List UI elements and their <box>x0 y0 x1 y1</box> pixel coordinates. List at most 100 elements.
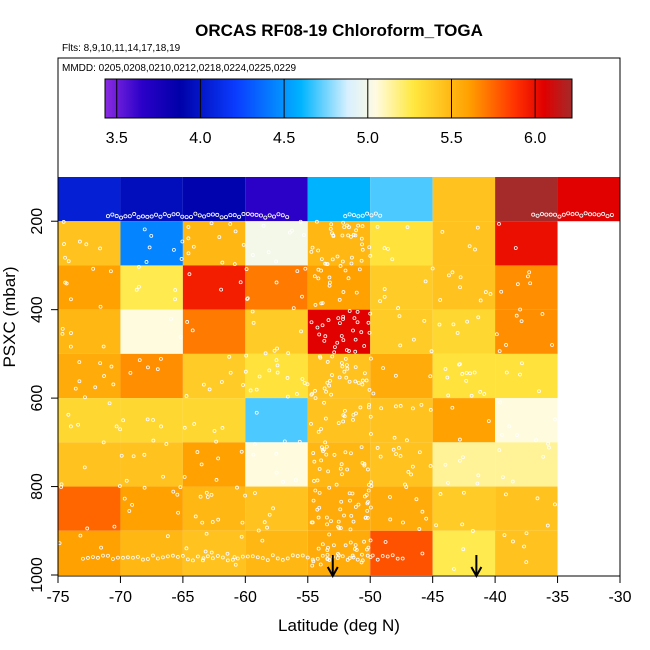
sample-point <box>553 502 557 507</box>
sample-point <box>341 220 346 225</box>
sample-point <box>151 438 156 443</box>
sample-point <box>323 416 328 421</box>
sample-point <box>280 558 285 562</box>
sample-point <box>69 297 73 302</box>
sample-point <box>365 211 370 216</box>
sample-point <box>367 388 372 392</box>
sample-point <box>254 387 259 392</box>
heatmap-cell <box>120 486 183 531</box>
sample-point <box>404 485 409 489</box>
sample-point <box>297 439 302 444</box>
sample-point <box>546 441 550 446</box>
sample-point <box>60 331 65 336</box>
sample-point <box>271 506 275 511</box>
sample-point <box>417 527 422 531</box>
sample-point <box>186 251 191 256</box>
heatmap-cell <box>182 486 246 531</box>
sample-point <box>434 523 439 528</box>
sample-point <box>241 383 245 387</box>
sample-point <box>518 372 522 377</box>
sample-point <box>201 556 206 561</box>
sample-point <box>274 259 279 264</box>
sample-point <box>317 490 322 495</box>
sample-point <box>99 545 103 550</box>
sample-point <box>405 438 409 443</box>
sample-points <box>57 211 614 571</box>
sample-point <box>364 378 369 383</box>
sample-point <box>345 366 350 371</box>
sample-point <box>310 245 315 250</box>
sample-point <box>305 555 310 560</box>
sample-point <box>317 332 322 337</box>
heatmap-cell <box>307 177 371 222</box>
sample-point <box>151 553 155 558</box>
sample-point <box>167 213 172 218</box>
sample-point <box>305 382 310 387</box>
sample-point <box>315 507 320 512</box>
heatmap-cell <box>495 353 558 399</box>
sample-point <box>131 454 136 459</box>
sample-point <box>186 236 191 241</box>
sample-point <box>360 242 364 247</box>
x-axis-label: Latitude (deg N) <box>278 616 400 635</box>
sample-point <box>275 370 280 375</box>
sample-point <box>385 554 390 559</box>
sample-point <box>166 554 170 559</box>
heatmap-cell <box>245 398 308 443</box>
sample-point <box>355 309 360 314</box>
sample-point <box>419 402 424 407</box>
sample-point <box>362 539 366 544</box>
sample-point <box>391 447 396 452</box>
sample-point <box>250 554 255 559</box>
sample-point <box>375 557 380 562</box>
heatmap-cell <box>182 442 246 487</box>
sample-point <box>394 404 398 409</box>
sample-point <box>360 213 365 218</box>
sample-point <box>478 390 483 394</box>
sample-point <box>338 526 343 530</box>
sample-point <box>243 369 248 374</box>
heatmap-cell <box>182 530 246 575</box>
sample-point <box>140 214 145 219</box>
sample-point <box>340 472 344 477</box>
sample-point <box>367 330 372 335</box>
sample-point <box>375 446 380 450</box>
sample-point <box>350 553 355 558</box>
sample-point <box>553 212 558 217</box>
sample-point <box>320 257 324 262</box>
sample-point <box>98 361 103 366</box>
sample-point <box>316 276 321 281</box>
sample-point <box>285 556 290 561</box>
sample-point <box>464 371 469 375</box>
sample-point <box>172 247 176 252</box>
heatmap-cell <box>495 398 558 443</box>
sample-point <box>209 550 214 555</box>
sample-point <box>437 322 442 327</box>
sample-point <box>367 405 371 410</box>
sample-point <box>349 234 353 239</box>
sample-point <box>228 370 233 375</box>
sample-point <box>136 554 140 559</box>
sample-point <box>353 337 358 342</box>
colorbar-tick-label: 5.0 <box>357 130 379 147</box>
sample-point <box>318 354 322 359</box>
sample-point <box>356 223 361 228</box>
sample-point <box>339 462 344 467</box>
heatmap-cell <box>58 398 121 443</box>
sample-point <box>345 467 350 472</box>
sample-point <box>187 272 192 277</box>
sample-point <box>360 378 365 383</box>
sample-point <box>178 335 183 339</box>
y-tick-label: 600 <box>29 385 46 412</box>
sample-point <box>354 228 359 233</box>
sample-point <box>340 554 345 559</box>
sample-point <box>119 215 124 220</box>
sample-point <box>365 553 370 558</box>
heatmap-cell <box>432 398 496 443</box>
sample-point <box>356 502 361 507</box>
sample-point <box>329 519 333 524</box>
sample-point <box>267 512 272 517</box>
sample-point <box>440 229 445 234</box>
sample-point <box>392 435 397 440</box>
